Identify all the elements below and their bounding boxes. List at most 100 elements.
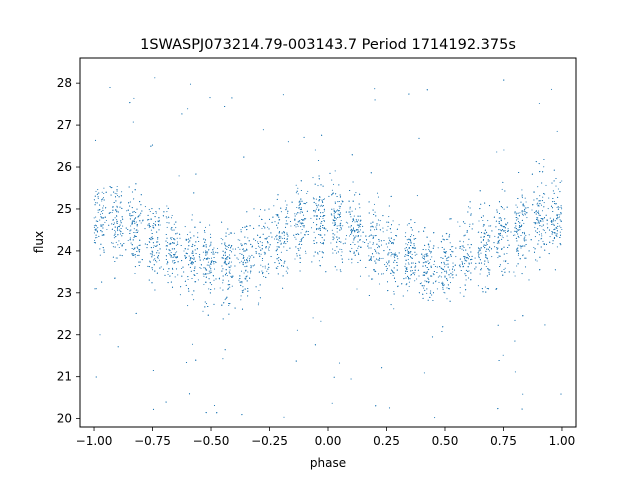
data-point [488,271,490,273]
data-point [198,240,200,243]
data-point [557,213,559,216]
data-point [359,215,361,217]
data-point [493,216,495,218]
data-point [501,248,503,250]
data-point [498,201,501,203]
data-point [229,249,231,252]
data-point [371,278,373,280]
data-point [428,268,430,270]
data-point [305,252,307,254]
data-point [99,334,101,336]
data-point [213,253,215,255]
data-point [146,244,148,246]
data-point [543,158,545,161]
data-point [479,190,481,192]
data-point [427,255,429,257]
data-point [262,273,264,275]
data-point [111,228,113,230]
data-point [390,237,392,239]
data-point [358,245,360,247]
data-point [463,246,465,249]
data-point [542,218,544,220]
data-point [374,235,376,237]
data-point [413,238,415,240]
data-point [101,281,103,283]
data-point [359,226,361,228]
data-point [368,294,370,297]
data-point [543,206,545,208]
data-point [333,224,335,227]
data-point [459,292,461,294]
data-point [133,254,135,257]
data-point [116,220,118,222]
data-point [375,262,377,264]
data-point [349,189,351,192]
data-point [118,226,120,228]
data-point [221,221,223,223]
data-point [555,203,557,205]
data-point [150,229,152,231]
data-point [451,268,454,270]
data-point [294,219,296,221]
data-point [268,218,271,220]
data-point [521,213,524,215]
data-point [242,226,244,229]
data-point [413,274,416,276]
data-point [153,264,155,266]
data-point [267,242,269,244]
data-point [424,261,426,263]
data-point [533,251,536,253]
data-point [467,254,469,256]
data-point [373,203,376,205]
data-point [185,256,187,258]
data-point [294,218,296,220]
data-point [351,229,353,231]
data-point [188,290,190,292]
data-point [469,223,471,225]
data-point [192,252,194,254]
data-point [278,216,280,218]
data-point [413,243,415,245]
data-point [520,247,522,249]
data-point [503,226,505,228]
data-point [336,239,339,241]
data-point [176,251,178,253]
data-point [274,221,276,223]
data-point [152,226,154,228]
data-point [151,250,153,252]
data-point [484,260,486,262]
data-point [467,244,469,246]
data-point [406,224,408,226]
data-point [316,228,318,230]
data-point [541,225,543,227]
data-point [320,222,322,224]
data-point [393,255,395,257]
data-point [518,226,520,228]
data-point [103,192,105,195]
data-point [408,285,410,287]
data-point [225,258,227,260]
data-point [561,208,563,210]
data-point [230,251,233,253]
data-point [426,292,428,294]
data-point [497,241,499,243]
data-point [379,220,381,222]
data-point [393,261,395,263]
data-point [380,240,382,242]
data-point [487,248,490,250]
data-point [328,195,330,197]
data-point [136,208,138,210]
data-point [132,211,134,213]
data-point [99,248,101,250]
data-point [283,262,285,264]
data-point [336,225,338,227]
data-point [299,247,301,249]
data-point [299,261,301,264]
data-point [332,222,334,224]
data-point [480,236,482,238]
data-point [552,201,554,203]
data-point [222,279,224,281]
data-point [331,208,333,210]
data-point [111,211,113,214]
data-point [147,265,149,267]
